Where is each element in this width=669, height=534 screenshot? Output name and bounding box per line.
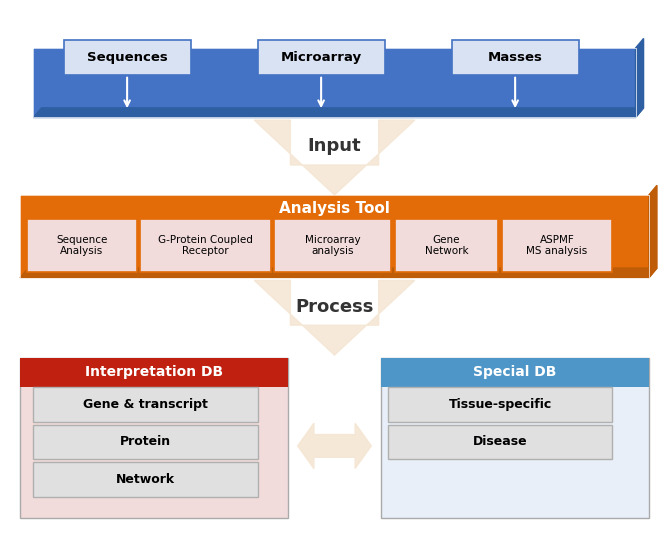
FancyBboxPatch shape xyxy=(388,387,612,422)
FancyBboxPatch shape xyxy=(388,425,612,459)
Text: Microarray: Microarray xyxy=(280,51,362,64)
Text: Disease: Disease xyxy=(473,435,527,449)
FancyBboxPatch shape xyxy=(502,219,612,272)
FancyBboxPatch shape xyxy=(258,40,385,75)
Text: Masses: Masses xyxy=(488,51,543,64)
Polygon shape xyxy=(636,38,644,117)
FancyBboxPatch shape xyxy=(395,219,498,272)
Polygon shape xyxy=(649,185,657,278)
FancyBboxPatch shape xyxy=(33,387,258,422)
FancyBboxPatch shape xyxy=(20,358,288,387)
FancyBboxPatch shape xyxy=(140,219,271,272)
Text: Interpretation DB: Interpretation DB xyxy=(85,365,223,380)
Text: Gene & transcript: Gene & transcript xyxy=(83,398,208,411)
FancyBboxPatch shape xyxy=(20,195,649,278)
Text: Microarray
analysis: Microarray analysis xyxy=(305,235,361,256)
FancyBboxPatch shape xyxy=(33,462,258,497)
FancyBboxPatch shape xyxy=(381,358,649,387)
Text: Input: Input xyxy=(308,137,361,155)
Polygon shape xyxy=(33,108,644,117)
Text: Process: Process xyxy=(295,297,374,316)
Text: Protein: Protein xyxy=(120,435,171,449)
Polygon shape xyxy=(20,268,657,278)
FancyBboxPatch shape xyxy=(381,358,649,518)
Text: Network: Network xyxy=(116,473,175,486)
FancyBboxPatch shape xyxy=(33,425,258,459)
Text: Special DB: Special DB xyxy=(474,365,557,380)
FancyBboxPatch shape xyxy=(274,219,391,272)
Polygon shape xyxy=(254,280,415,355)
Text: Analysis Tool: Analysis Tool xyxy=(279,201,390,216)
FancyBboxPatch shape xyxy=(33,48,636,117)
FancyBboxPatch shape xyxy=(20,358,288,518)
Text: ASPMF
MS analysis: ASPMF MS analysis xyxy=(527,235,587,256)
FancyBboxPatch shape xyxy=(64,40,191,75)
Text: Sequences: Sequences xyxy=(87,51,167,64)
Text: Sequence
Analysis: Sequence Analysis xyxy=(56,235,108,256)
Text: Gene
Network: Gene Network xyxy=(425,235,468,256)
FancyBboxPatch shape xyxy=(452,40,579,75)
Text: Tissue-specific: Tissue-specific xyxy=(448,398,552,411)
FancyBboxPatch shape xyxy=(27,219,137,272)
Polygon shape xyxy=(254,120,415,195)
Text: G-Protein Coupled
Receptor: G-Protein Coupled Receptor xyxy=(159,235,253,256)
Polygon shape xyxy=(298,423,371,469)
